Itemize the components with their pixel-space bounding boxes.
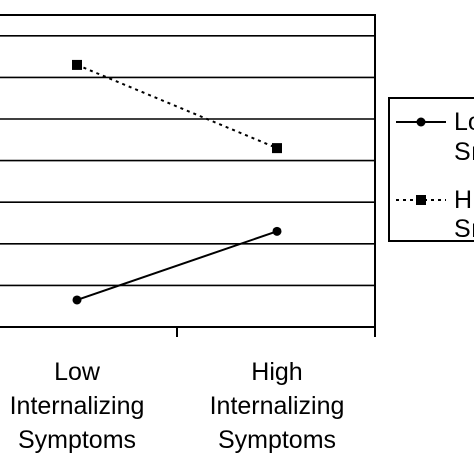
legend-entry-2: HSı (396, 186, 474, 243)
series-line (76, 230, 278, 301)
legend-marker (416, 117, 426, 127)
series-1 (72, 226, 282, 305)
legend-entry-1: LoSı (396, 108, 474, 166)
x-axis-labels: Low Internalizing Symptoms High Internalizin… (10, 358, 345, 454)
legend-marker (416, 195, 426, 205)
category-label-line: Internalizing (10, 392, 145, 420)
category-label-line: Symptoms (18, 426, 136, 454)
legend-label: Sı (454, 138, 474, 166)
data-point (272, 226, 282, 236)
plot-frame (0, 14, 376, 328)
data-point (272, 143, 282, 154)
category-label: Low Internalizing Symptoms (10, 358, 145, 454)
series-layer (72, 59, 282, 305)
legend: LoSıHSı (388, 97, 474, 243)
category-label-line: Symptoms (218, 426, 336, 454)
series-2 (72, 59, 282, 154)
legend-label: Sı (454, 215, 474, 243)
plot-area (0, 14, 376, 337)
data-point (72, 295, 82, 305)
legend-label: H (454, 186, 472, 214)
category-label-line: Internalizing (210, 392, 345, 420)
data-point (72, 59, 82, 70)
category-label-line: High (251, 358, 302, 386)
category-label: High Internalizing Symptoms (210, 358, 345, 454)
legend-label: Lo (454, 108, 474, 136)
series-line (76, 63, 278, 150)
category-label-line: Low (54, 358, 101, 386)
gridlines (0, 34, 375, 287)
x-axis (176, 327, 376, 337)
